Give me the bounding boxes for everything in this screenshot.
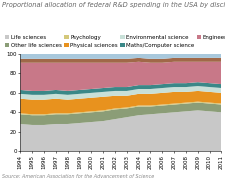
Legend: Life sciences, Other life sciences, Psychology, Physical sciences, Environmental: Life sciences, Other life sciences, Psyc…	[5, 35, 225, 48]
Text: Source: American Association for the Advancement of Science: Source: American Association for the Adv…	[2, 174, 154, 179]
Text: Proportional allocation of federal R&D spending in the USA by disciplines, 1994–: Proportional allocation of federal R&D s…	[2, 2, 225, 8]
